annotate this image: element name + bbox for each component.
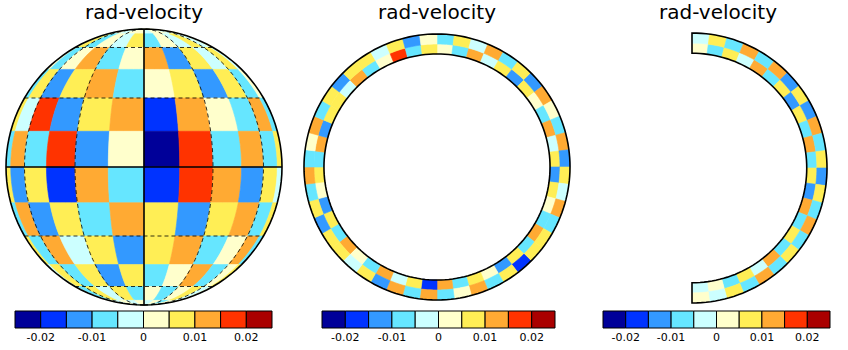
svg-text:0.02: 0.02: [795, 331, 820, 344]
svg-text:-0.02: -0.02: [331, 331, 359, 344]
svg-text:-0.02: -0.02: [611, 331, 639, 344]
svg-text:-0.02: -0.02: [26, 331, 54, 344]
svg-text:0.01: 0.01: [183, 331, 208, 344]
svg-text:0.01: 0.01: [473, 331, 498, 344]
svg-text:0.01: 0.01: [750, 331, 775, 344]
svg-text:rad-velocity: rad-velocity: [85, 0, 203, 24]
svg-text:rad-velocity: rad-velocity: [378, 0, 496, 24]
svg-text:0: 0: [140, 331, 147, 344]
svg-text:-0.01: -0.01: [78, 331, 106, 344]
svg-text:0.02: 0.02: [234, 331, 258, 344]
svg-text:0: 0: [435, 331, 442, 344]
svg-text:-0.01: -0.01: [657, 331, 685, 344]
svg-text:rad-velocity: rad-velocity: [659, 0, 777, 24]
svg-text:-0.01: -0.01: [378, 331, 406, 344]
svg-text:0.02: 0.02: [519, 331, 544, 344]
svg-text:0: 0: [713, 331, 720, 344]
